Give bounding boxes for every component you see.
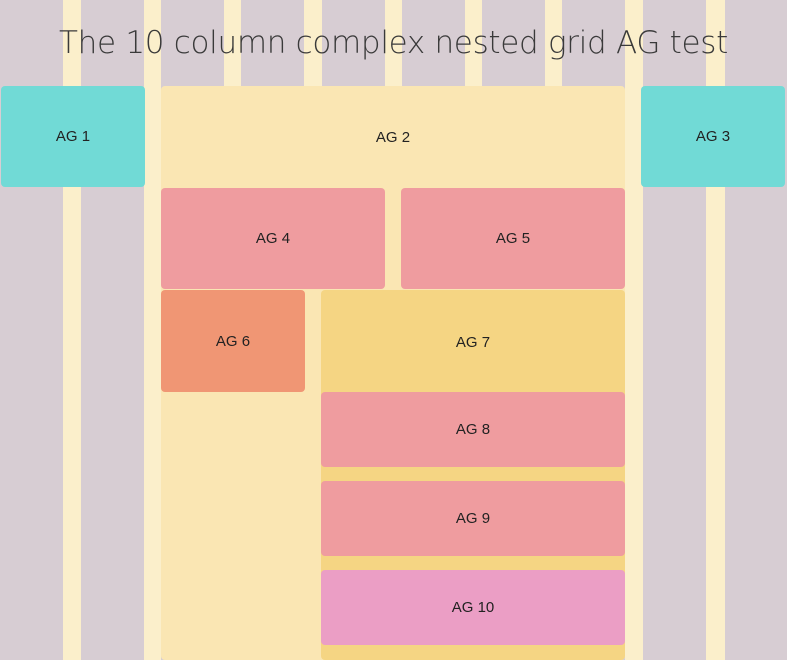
box-ag-4: AG 4: [161, 188, 385, 289]
box-label: AG 1: [55, 128, 91, 145]
box-label: AG 2: [375, 129, 411, 146]
box-label: AG 7: [455, 334, 491, 351]
box-label: AG 3: [695, 128, 731, 145]
box-ag-1: AG 1: [1, 86, 145, 187]
box-label: AG 6: [215, 332, 251, 350]
box-label: AG 9: [455, 510, 491, 527]
box-ag-9: AG 9: [321, 481, 625, 556]
box-label: AG 8: [455, 421, 491, 438]
box-label: AG 10: [451, 599, 495, 616]
box-ag-5: AG 5: [401, 188, 625, 289]
box-ag-3: AG 3: [641, 86, 785, 187]
box-label: AG 4: [255, 230, 291, 247]
box-ag-10: AG 10: [321, 570, 625, 645]
box-label: AG 5: [495, 230, 531, 247]
box-ag-6: AG 6: [161, 290, 305, 392]
box-ag-8: AG 8: [321, 392, 625, 467]
page-title: The 10 column complex nested grid AG tes…: [59, 25, 728, 61]
